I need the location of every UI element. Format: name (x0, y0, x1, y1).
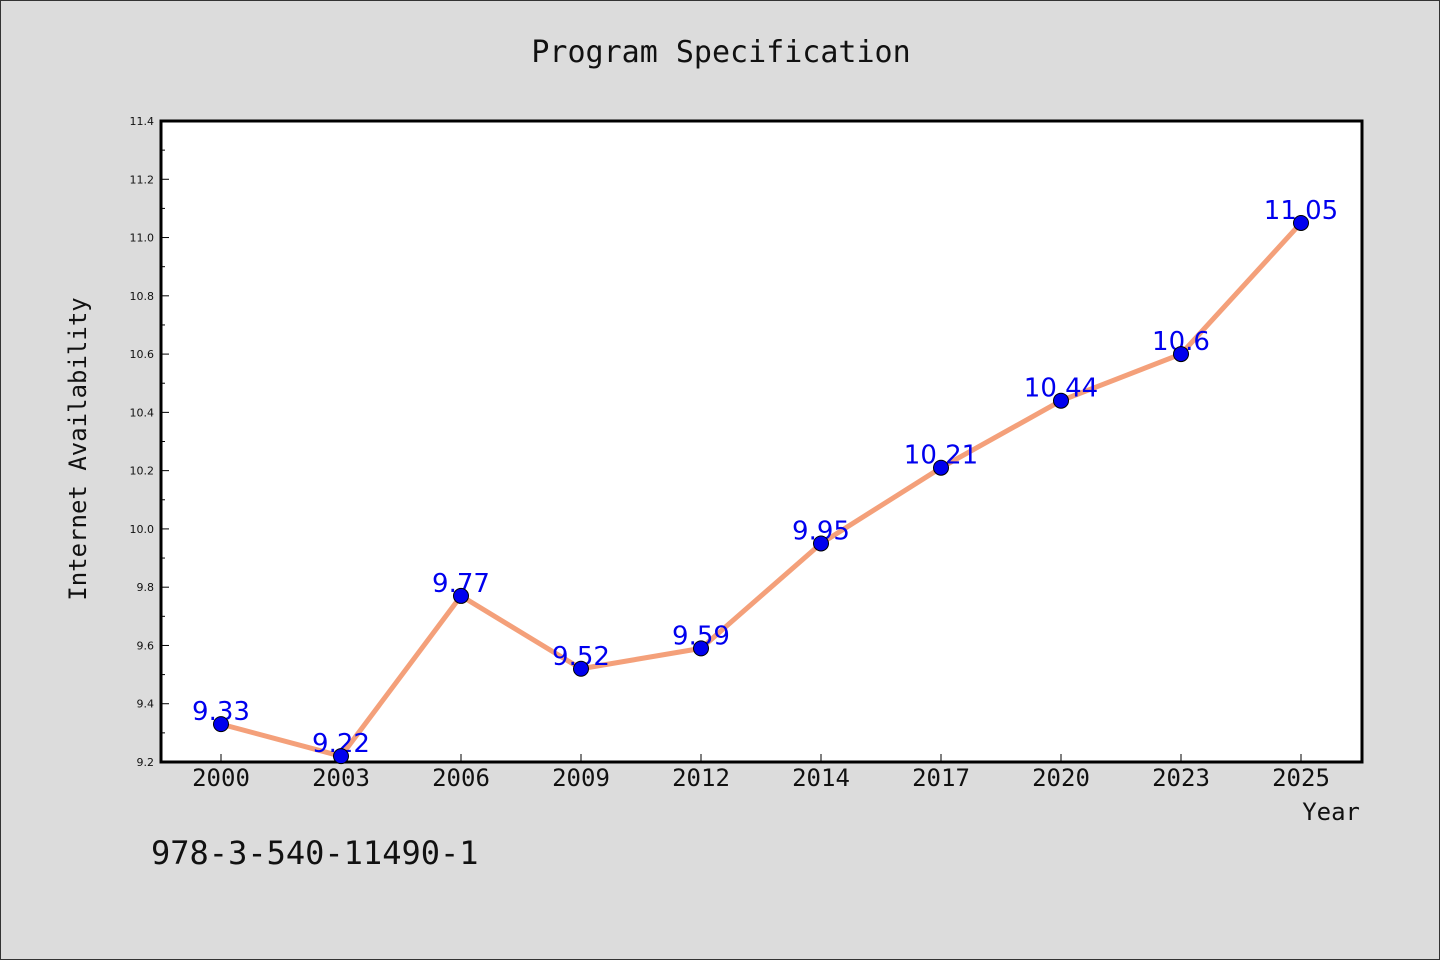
data-point-marker (213, 716, 229, 733)
x-tick-label: 2017 (912, 764, 970, 792)
y-axis: 9.2 9.4 9.6 9.8 10.0 10.2 10.4 10.6 10.8 11.0 11.2… (130, 115, 169, 769)
data-point-marker (573, 660, 589, 677)
y-tick-label: 10.6 (130, 348, 155, 361)
chart-title: Program Specification (531, 35, 911, 70)
y-tick-label: 10.8 (130, 290, 155, 303)
data-point-marker (333, 748, 349, 765)
series-line (218, 220, 1304, 759)
x-tick-label: 2014 (792, 764, 850, 792)
data-point-marker (1173, 346, 1189, 363)
y-tick-label: 10.2 (130, 465, 155, 478)
data-point-marker (693, 640, 709, 657)
x-tick-label: 2020 (1032, 764, 1090, 792)
y-tick-label: 9.6 (137, 639, 155, 652)
y-tick-label: 11.4 (130, 115, 155, 128)
x-tick-label: 2006 (432, 764, 490, 792)
x-tick-label: 2012 (672, 764, 730, 792)
data-point-marker (1053, 392, 1069, 409)
x-tick-label: 2009 (552, 764, 610, 792)
y-tick-label: 11.2 (130, 173, 155, 186)
data-point-marker (933, 459, 949, 476)
y-tick-label: 9.2 (137, 756, 155, 769)
x-tick-label: 2003 (312, 764, 370, 792)
y-tick-label: 11.0 (130, 232, 155, 245)
x-axis-label: Year (1302, 798, 1360, 826)
y-tick-label: 10.0 (130, 523, 155, 536)
data-point-marker (813, 535, 829, 552)
x-tick-label: 2000 (192, 764, 250, 792)
x-tick-label: 2023 (1152, 764, 1210, 792)
y-tick-label: 9.4 (137, 698, 155, 711)
y-tick-label: 9.8 (137, 581, 155, 594)
data-point-marker (453, 587, 469, 604)
data-point-marker (1293, 214, 1309, 231)
x-axis: 2000 2003 2006 2009 2012 2014 2017 2020 2023 2025 (192, 754, 1330, 792)
plot-area (159, 119, 1364, 764)
series-layer: 9.339.229.779.529.599.9510.2110.4410.611… (192, 196, 1338, 765)
x-tick-label: 2025 (1272, 764, 1330, 792)
y-tick-label: 10.4 (130, 406, 155, 419)
isbn-text: 978-3-540-11490-1 (151, 834, 479, 872)
y-axis-label: Internet Availability (64, 297, 92, 600)
